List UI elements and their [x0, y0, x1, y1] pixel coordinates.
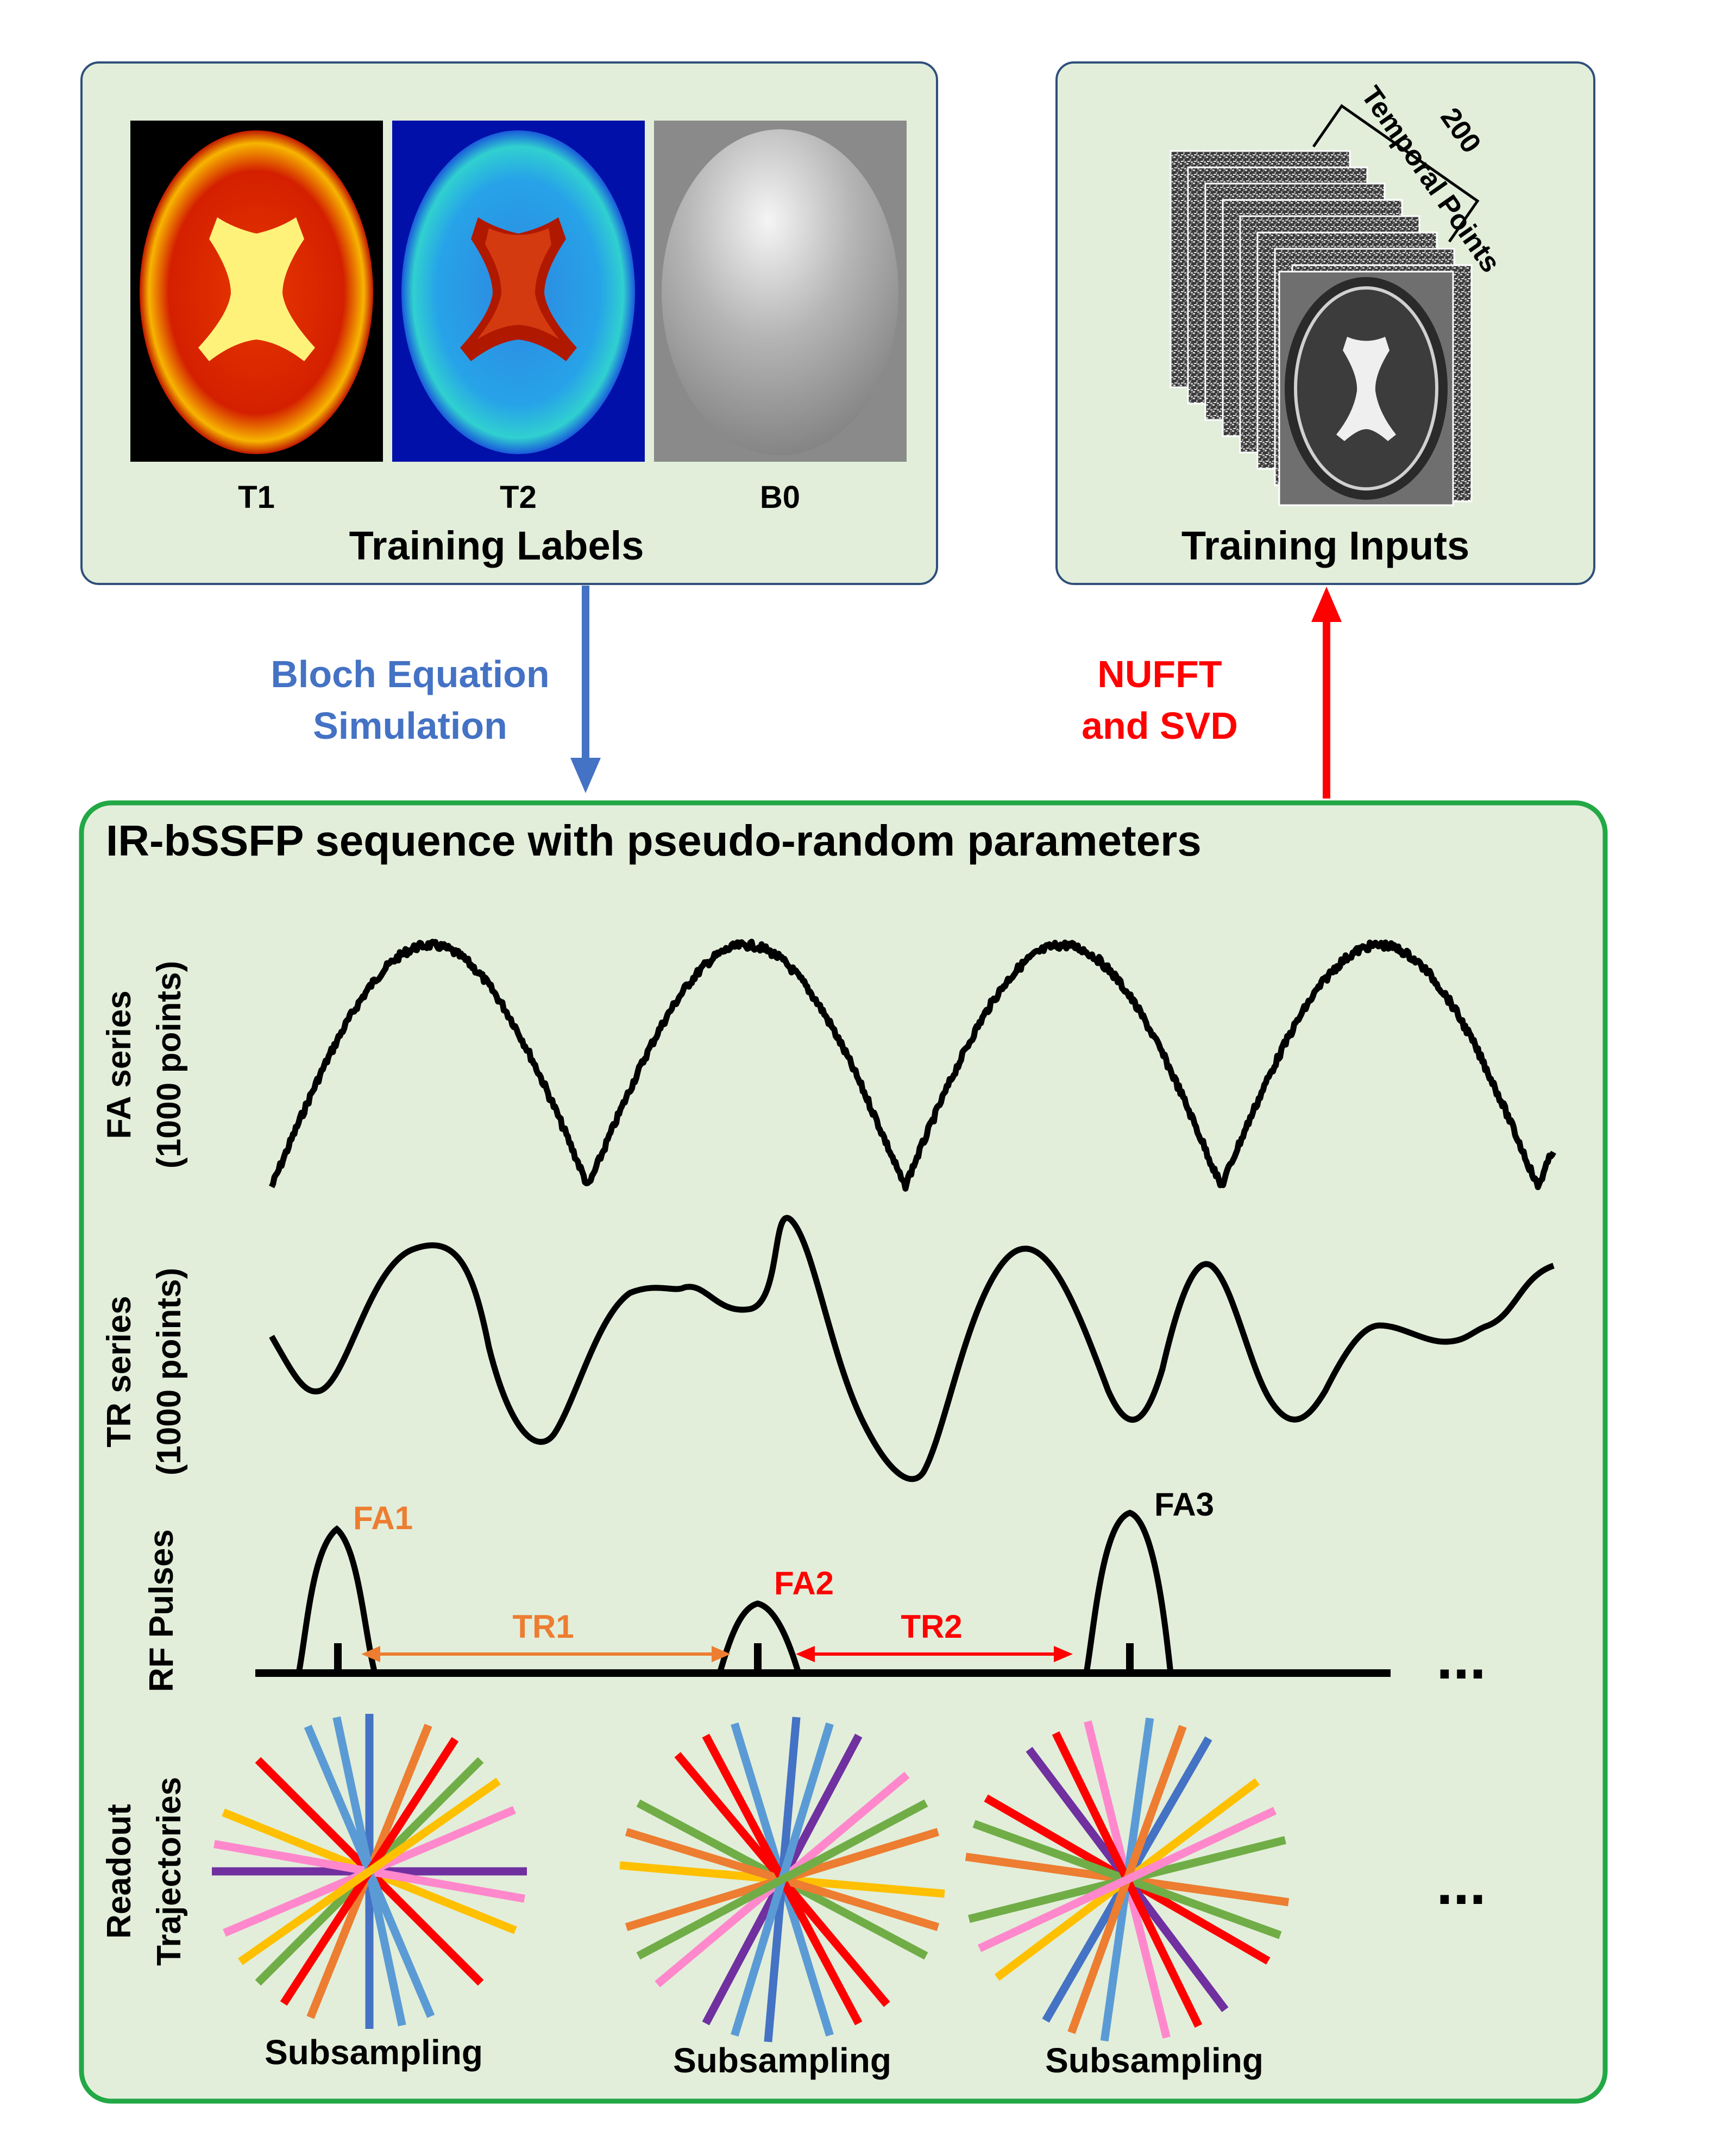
- b0-map-icon: [654, 121, 907, 462]
- readout-spoke: [977, 1807, 1277, 1952]
- rf-pulse-train: FA1 FA2 FA3 TR1 TR2 ...: [255, 1486, 1486, 1692]
- tr-series-label: TR series (1000 points): [100, 1268, 188, 1475]
- bloch-label-line2: Simulation: [313, 705, 507, 747]
- fa1-label: FA1: [353, 1500, 413, 1536]
- tr2-label: TR2: [901, 1608, 962, 1645]
- fa-series-label: FA series (1000 points): [100, 961, 188, 1168]
- training-labels-title: Training Labels: [349, 523, 644, 568]
- svg-text:TR series: TR series: [100, 1296, 138, 1447]
- readout-spoke: [636, 1799, 928, 1960]
- tr-series-waveform: [269, 1215, 1555, 1482]
- rf-pulse-2: [716, 1600, 802, 1674]
- t2-map-icon: [392, 121, 645, 462]
- readout-trajectory-1: [212, 1714, 527, 2029]
- training-inputs-title: Training Inputs: [1181, 523, 1469, 568]
- tr1-label: TR1: [512, 1608, 574, 1645]
- readout-spoke: [238, 1777, 501, 1965]
- bloch-arrow: Bloch Equation Simulation: [271, 586, 601, 793]
- training-inputs-panel: 200 Temporal Points Training Inputs: [1055, 61, 1595, 585]
- readout-trajectory-3: [965, 1717, 1290, 2042]
- nufft-label-line1: NUFFT: [1097, 653, 1222, 695]
- rf-ellipsis: ...: [1436, 1625, 1486, 1692]
- bloch-label-line1: Bloch Equation: [271, 653, 549, 695]
- svg-text:Trajectories: Trajectories: [150, 1777, 188, 1966]
- stack-bracket: [1312, 104, 1480, 243]
- t1-label: T1: [238, 480, 275, 515]
- sequence-title: IR-bSSFP sequence with pseudo-random par…: [106, 816, 1202, 865]
- fa2-label: FA2: [774, 1565, 834, 1601]
- readout-ellipsis: ...: [1436, 1850, 1486, 1917]
- svg-text:RF Pulses: RF Pulses: [143, 1529, 180, 1692]
- nufft-label-line2: and SVD: [1082, 705, 1238, 747]
- svg-text:(1000 points): (1000 points): [150, 961, 188, 1168]
- fa3-label: FA3: [1154, 1486, 1214, 1523]
- readout-trajectory-2: [619, 1717, 945, 2042]
- svg-text:(1000 points): (1000 points): [150, 1268, 188, 1475]
- subsampling-caption-1: Subsampling: [265, 2033, 483, 2072]
- mri-image-stack-icon: [1170, 150, 1473, 506]
- svg-text:FA series: FA series: [100, 990, 138, 1139]
- rf-pulse-1: [296, 1525, 378, 1674]
- nufft-arrow: NUFFT and SVD: [1082, 587, 1342, 799]
- b0-label: B0: [760, 480, 800, 515]
- svg-text:Readout: Readout: [100, 1804, 138, 1939]
- t1-map-icon: [130, 121, 383, 462]
- t2-label: T2: [500, 480, 537, 515]
- readout-trajectories-label: Readout Trajectories: [100, 1777, 188, 1966]
- fa-series-waveform: [269, 939, 1556, 1192]
- rf-pulse-3: [1083, 1510, 1174, 1674]
- training-labels-panel: T1 T2 B0 Training Labels: [80, 61, 938, 585]
- subsampling-caption-3: Subsampling: [1045, 2041, 1263, 2080]
- rf-pulses-label: RF Pulses: [143, 1529, 180, 1692]
- sequence-panel: IR-bSSFP sequence with pseudo-random par…: [79, 800, 1608, 2104]
- subsampling-caption-2: Subsampling: [673, 2041, 891, 2080]
